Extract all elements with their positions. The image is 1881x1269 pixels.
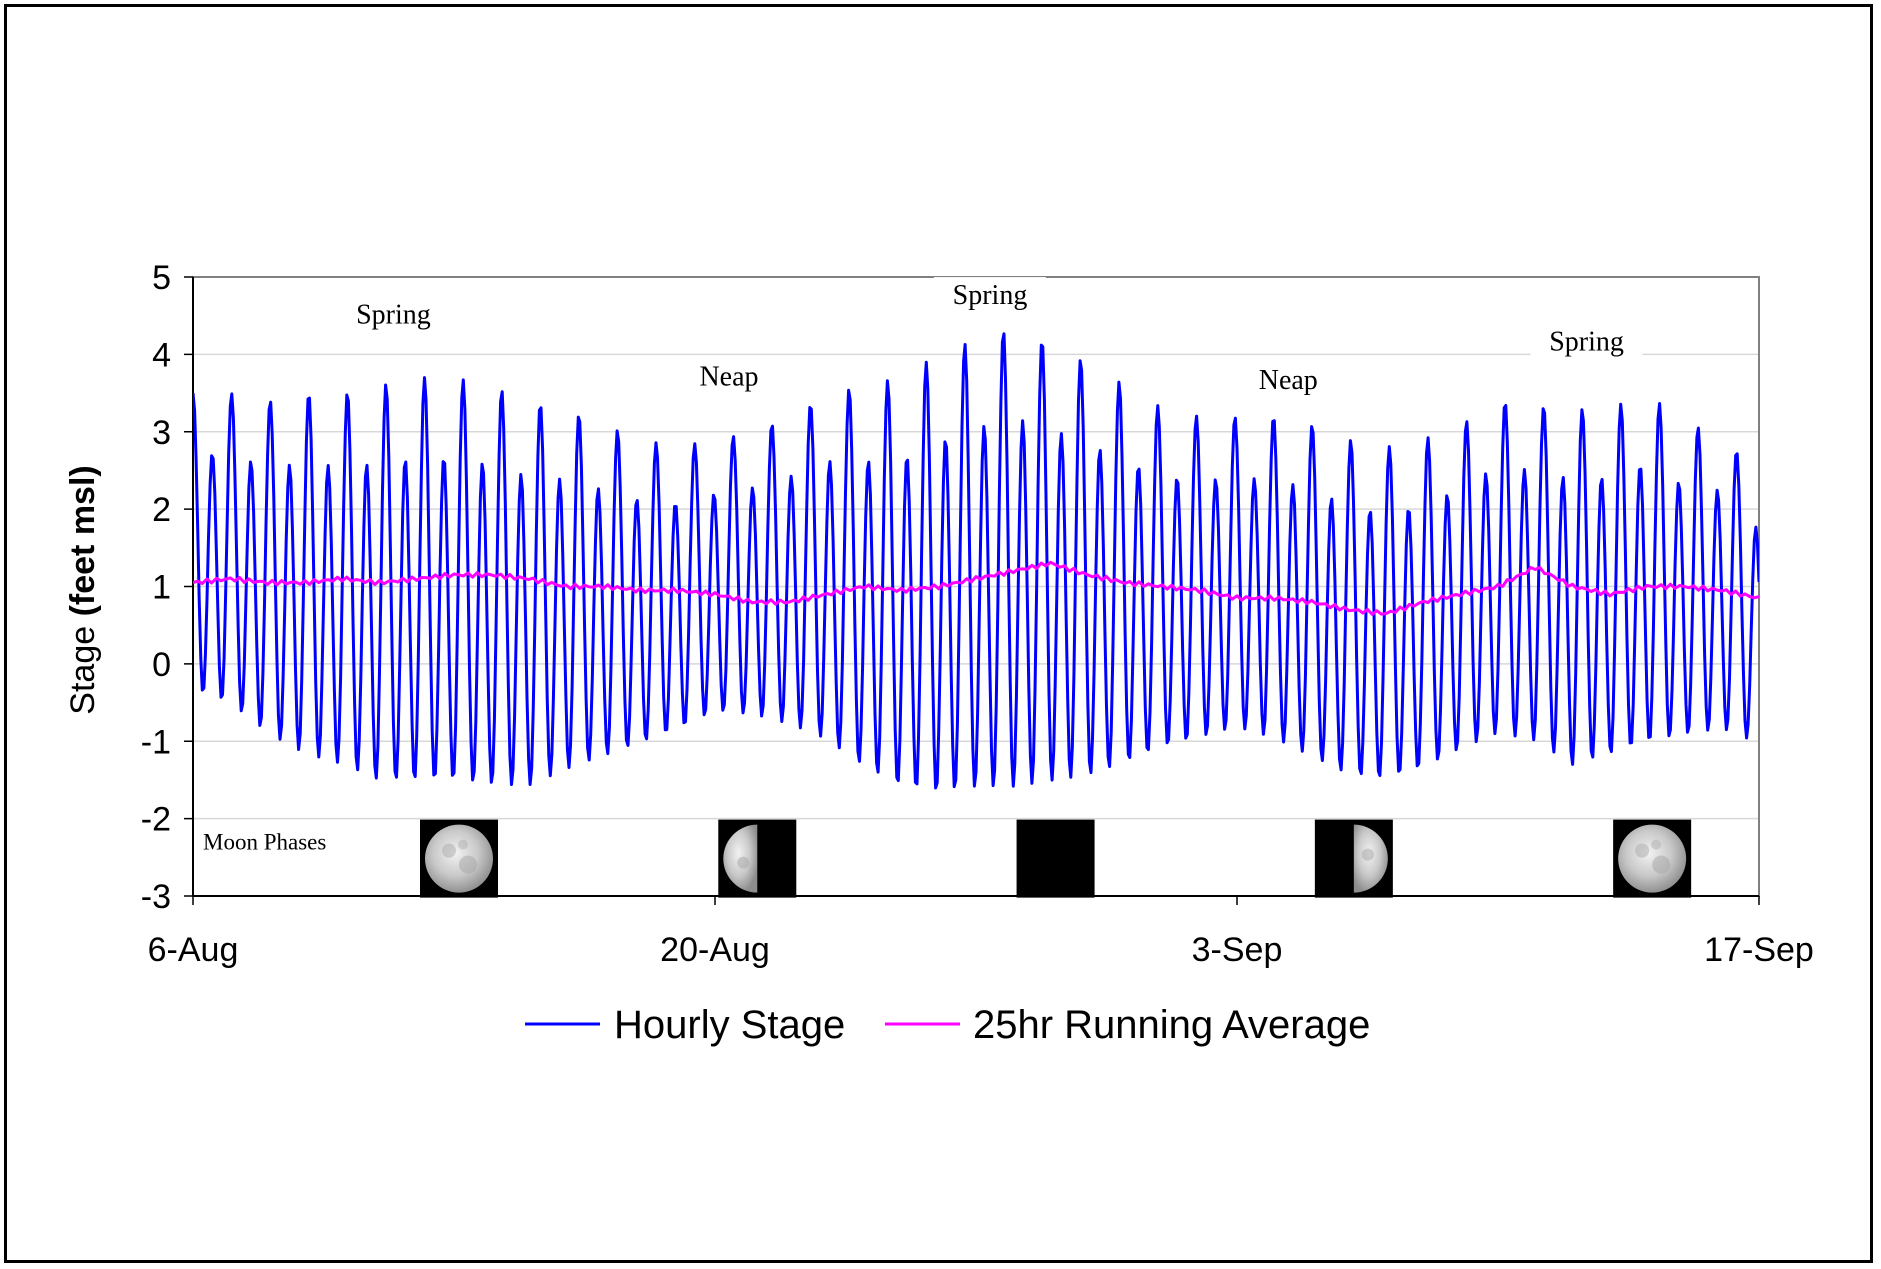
legend: Hourly Stage 25hr Running Average [525,1003,1370,1047]
y-tick-label: 5 [152,259,171,297]
y-tick-label: -3 [141,878,171,916]
running-average-line [193,560,1759,616]
last-quarter-moon-icon [718,819,797,898]
full-moon-icon [1613,819,1692,898]
x-tick-label: 17-Sep [1704,931,1814,969]
full-moon-icon [420,819,498,898]
annotation-spring: Spring [356,299,431,330]
annotations: Spring Neap Spring Neap Spring [337,277,1643,401]
annotation-neap: Neap [699,361,758,392]
series-layer [193,332,1759,790]
y-axis-title-unit: (feet msl) [64,465,102,616]
y-axis-title-main: Stage [64,626,102,715]
first-quarter-moon-icon [1314,819,1393,898]
x-tick-label: 3-Sep [1192,931,1283,969]
annotation-box [337,296,450,335]
y-tick-label: 3 [152,414,171,452]
y-tick-label: -2 [141,801,171,839]
annotation-box [1232,362,1345,401]
y-tick-label: -1 [141,723,171,761]
x-tick-label: 6-Aug [148,931,239,969]
legend-label-hourly: Hourly Stage [614,1003,845,1047]
annotation-box [673,358,785,397]
annotation-box [934,277,1046,316]
y-tick-label: 0 [152,646,171,684]
moon-phases: Moon Phases [195,819,1757,898]
annotation-neap: Neap [1259,365,1318,396]
annotation-spring: Spring [953,280,1028,311]
y-tick-label: 1 [152,569,171,607]
annotation-box [1530,323,1643,362]
new-moon-icon [1016,819,1095,898]
annotation-spring: Spring [1549,327,1624,358]
axes: 5 4 3 2 1 0 -1 -2 -3 6-Aug 20-Aug 3-Sep 17-Sep [141,259,1814,969]
y-tick-label: 4 [152,336,171,374]
moon-phases-label: Moon Phases [203,830,326,855]
y-axis-title: Stage (feet msl) [64,465,102,714]
y-tick-label: 2 [152,491,171,529]
hourly-stage-line [193,332,1759,790]
legend-label-average: 25hr Running Average [973,1003,1370,1047]
x-tick-label: 20-Aug [660,931,770,969]
